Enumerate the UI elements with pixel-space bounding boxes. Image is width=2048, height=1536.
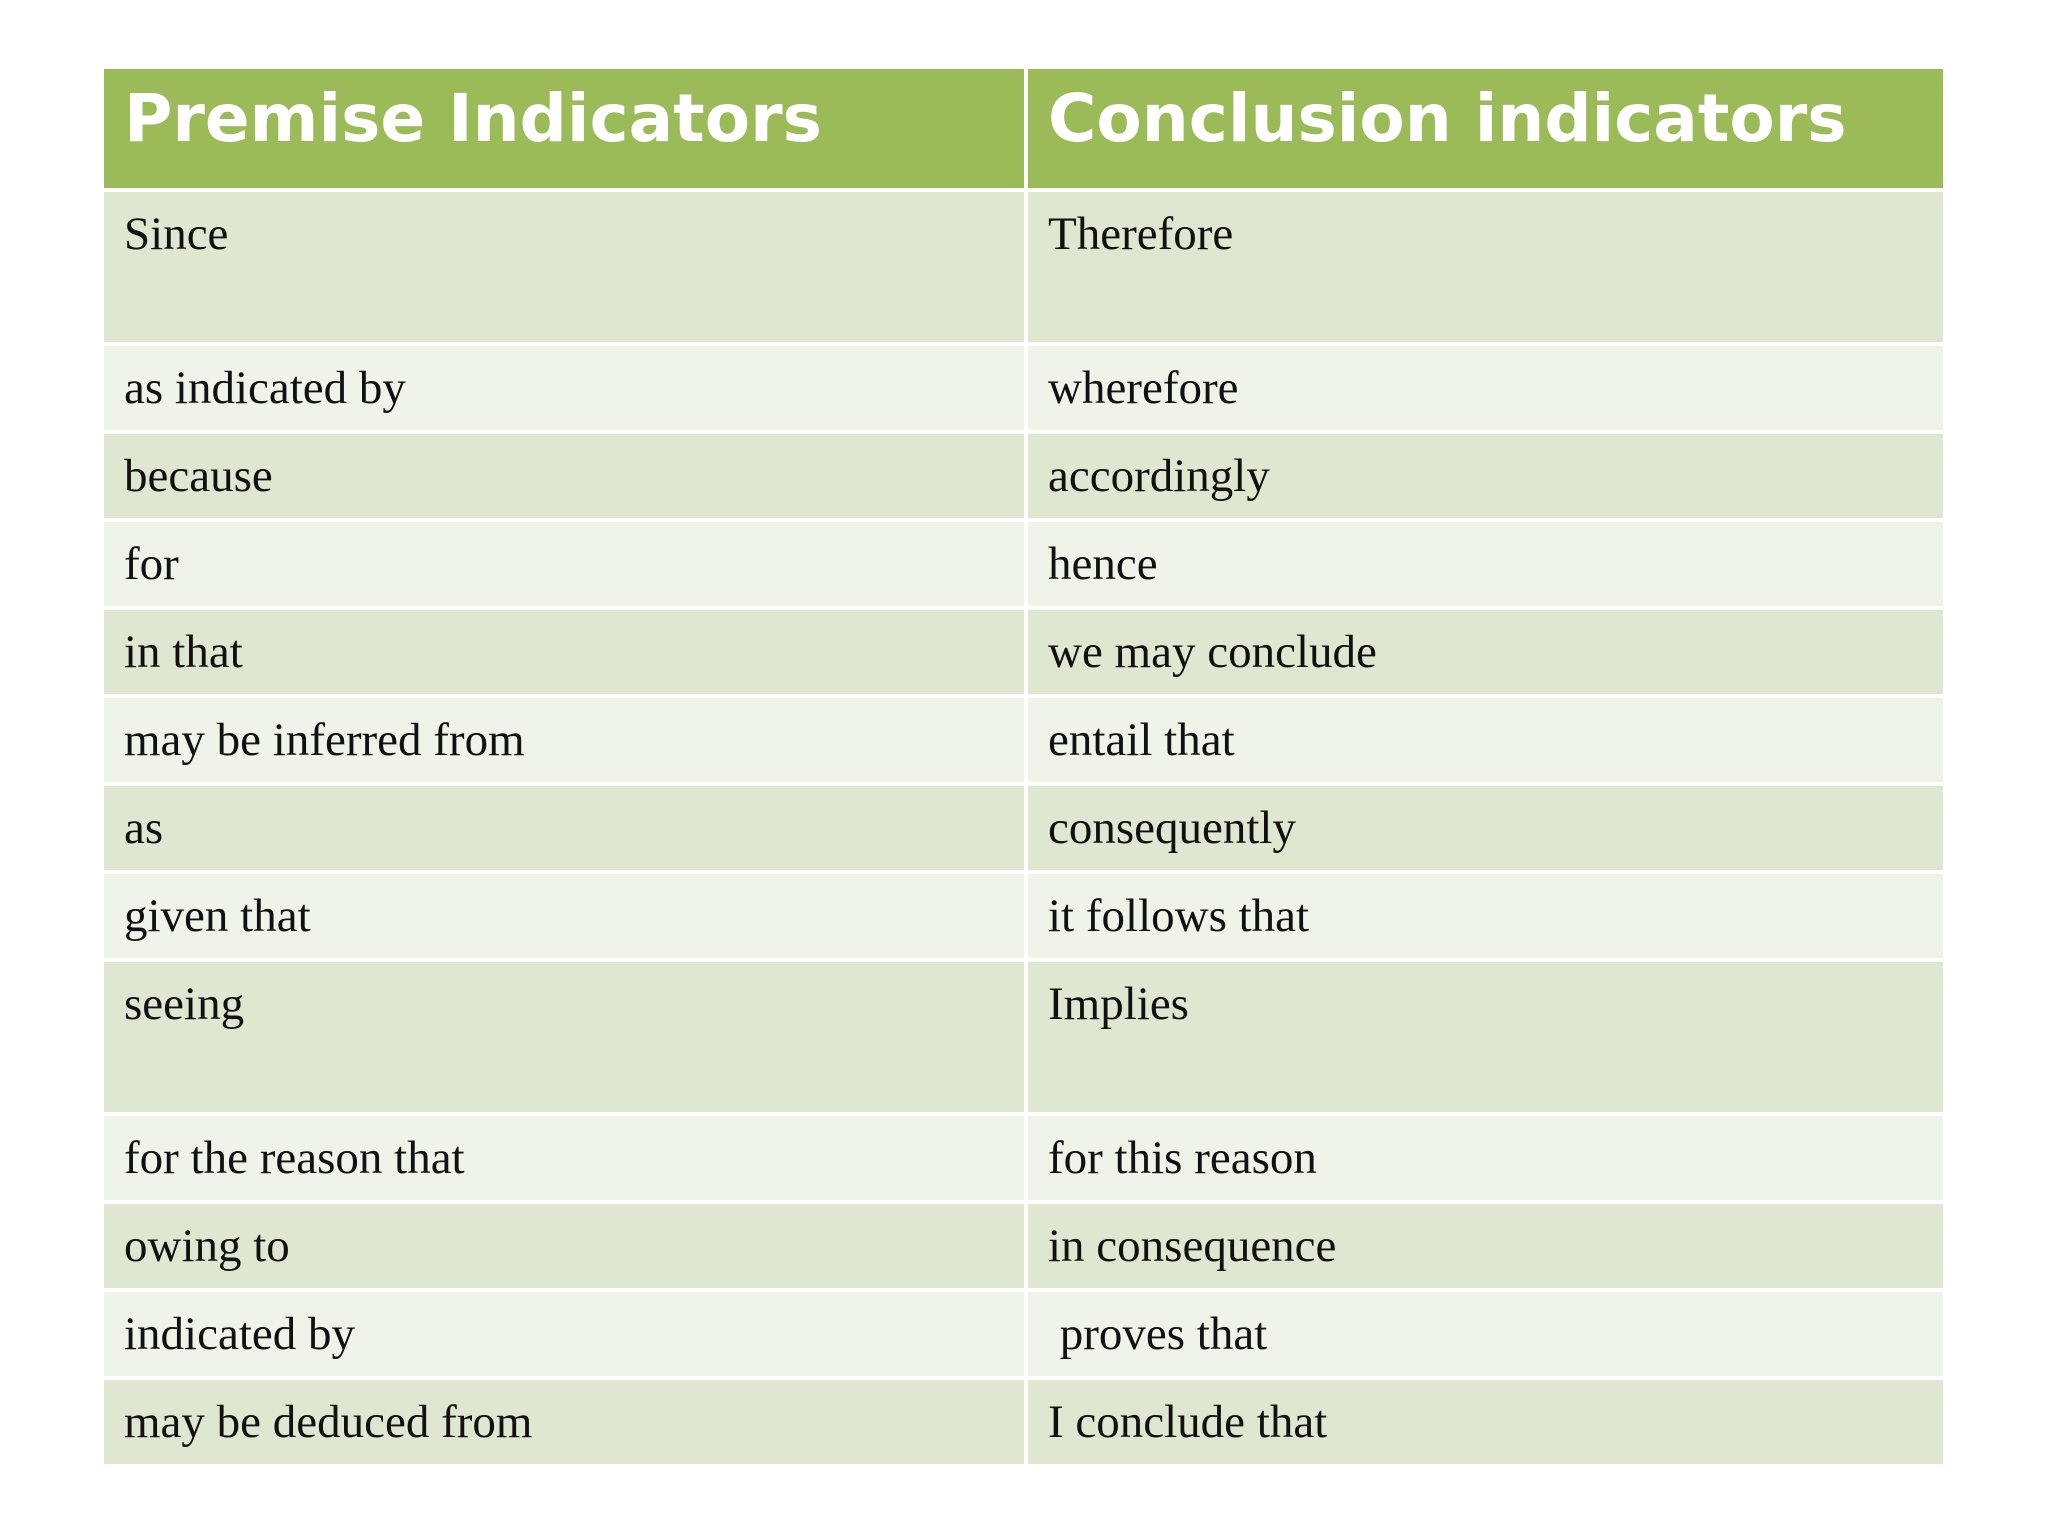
table-cell: in consequence	[1028, 1204, 1943, 1288]
table-cell: for this reason	[1028, 1116, 1943, 1200]
table-cell: Implies	[1028, 962, 1943, 1112]
table-cell: indicated by	[104, 1292, 1024, 1376]
table-cell: accordingly	[1028, 434, 1943, 518]
table-cell: consequently	[1028, 786, 1943, 870]
table-cell: as	[104, 786, 1024, 870]
table-cell: owing to	[104, 1204, 1024, 1288]
table-cell: Since	[104, 192, 1024, 342]
table-cell: as indicated by	[104, 346, 1024, 430]
table-cell: we may conclude	[1028, 610, 1943, 694]
table-cell: wherefore	[1028, 346, 1943, 430]
table-cell: proves that	[1028, 1292, 1943, 1376]
table-cell: it follows that	[1028, 874, 1943, 958]
table-cell: Therefore	[1028, 192, 1943, 342]
table-cell: I conclude that	[1028, 1380, 1943, 1464]
table-cell: because	[104, 434, 1024, 518]
table-cell: hence	[1028, 522, 1943, 606]
indicator-table: Premise Indicators Conclusion indicators S…	[104, 69, 1943, 1464]
header-cell: Conclusion indicators	[1028, 69, 1943, 188]
table-cell: seeing	[104, 962, 1024, 1112]
table-cell: for the reason that	[104, 1116, 1024, 1200]
table-cell: in that	[104, 610, 1024, 694]
table-cell: given that	[104, 874, 1024, 958]
table-cell: may be inferred from	[104, 698, 1024, 782]
table-cell: may be deduced from	[104, 1380, 1024, 1464]
header-cell: Premise Indicators	[104, 69, 1024, 188]
table-cell: entail that	[1028, 698, 1943, 782]
table-cell: for	[104, 522, 1024, 606]
